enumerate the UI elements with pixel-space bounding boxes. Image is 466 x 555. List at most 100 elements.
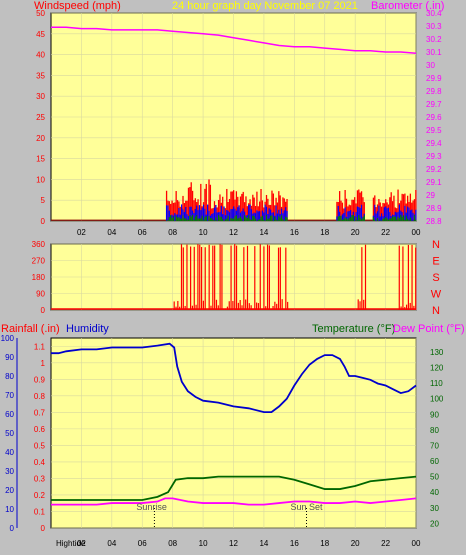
x-tick-label: 14: [259, 539, 268, 548]
x-tick-label: 00: [412, 228, 421, 237]
rainfall-tick-label: 0.2: [34, 491, 46, 500]
wind-tick-label: 10: [36, 175, 45, 184]
temperature-tick-label: 70: [430, 441, 439, 450]
rainfall-tick-label: 0.5: [34, 441, 46, 450]
wind-tick-label: 15: [36, 155, 45, 164]
humidity-tick-label: 70: [5, 391, 14, 400]
direction-tick-label: 180: [32, 273, 46, 282]
compass-label: W: [431, 289, 442, 301]
barometer-tick-label: 30.1: [426, 48, 442, 57]
x-tick-label: 12: [229, 539, 238, 548]
barometer-tick-label: 29.9: [426, 74, 442, 83]
direction-grid: [51, 243, 417, 311]
humidity-tick-label: 60: [5, 410, 14, 419]
humidity-tick-label: 30: [5, 467, 14, 476]
wind-tick-label: 50: [36, 9, 45, 18]
x-tick-label: 22: [381, 228, 390, 237]
direction-y-axis-labels: 0 90 180 270 360: [32, 240, 46, 315]
direction-tick-label: 0: [41, 306, 46, 315]
wind-barometer-panel: Windspeed (mph) 24 hour graph day Novemb…: [34, 0, 444, 237]
barometer-tick-label: 28.9: [426, 204, 442, 213]
barometer-tick-label: 29.3: [426, 152, 442, 161]
dewpoint-title: Dew Point (°F): [393, 323, 465, 335]
x-tick-label: 02: [77, 539, 86, 548]
rainfall-tick-label: 0.9: [34, 375, 46, 384]
barometer-series: [51, 26, 417, 55]
barometer-tick-label: 29.8: [426, 87, 442, 96]
barometer-tick-label: 30.2: [426, 35, 442, 44]
x-tick-label: 00: [412, 539, 421, 548]
direction-series: [51, 244, 417, 310]
direction-tick-label: 270: [32, 257, 46, 266]
rainfall-tick-label: 1: [41, 359, 46, 368]
humidity-tick-label: 20: [5, 486, 14, 495]
x-tick-label: 20: [351, 539, 360, 548]
barometer-title: Barometer (.in): [371, 0, 444, 12]
hightide-label: Hightide: [56, 539, 86, 548]
barometer-y-axis-labels: 28.8 28.9 29 29.1 29.2 29.3 29.4 29.5 29.6 29.7 29…: [426, 9, 442, 226]
barometer-tick-label: 30.3: [426, 22, 442, 31]
barometer-tick-label: 30: [426, 61, 435, 70]
barometer-tick-label: 29.2: [426, 165, 442, 174]
humidity-y-axis-labels: 0 10 20 30 40 50 60 70 80 90 100: [1, 334, 15, 533]
x-tick-label: 02: [77, 228, 86, 237]
temp-x-axis-labels: 02 04 06 08 10 12 14 16 18 20 22 00: [77, 539, 421, 548]
temp-grid: [16, 338, 417, 529]
barometer-tick-label: 30.4: [426, 9, 442, 18]
wind-tick-label: 0: [41, 217, 46, 226]
wind-y-axis-labels: 0 5 10 15 20 25 30 35 40 45 50: [36, 9, 45, 226]
barometer-tick-label: 29.4: [426, 139, 442, 148]
rainfall-tick-label: 0: [41, 524, 46, 533]
sunset-label: Sun Set: [291, 502, 324, 512]
graph-date-title: 24 hour graph day November 07 2021: [172, 0, 358, 12]
compass-label: S: [432, 272, 439, 284]
wind-grid: [51, 12, 417, 222]
wind-tick-label: 35: [36, 71, 45, 80]
barometer-tick-label: 29.5: [426, 126, 442, 135]
temperature-tick-label: 30: [430, 504, 439, 513]
humidity-tick-label: 10: [5, 505, 14, 514]
rainfall-tick-label: 0.1: [34, 507, 46, 516]
rainfall-tick-label: 0.7: [34, 408, 46, 417]
x-tick-label: 06: [138, 228, 147, 237]
rainfall-title: Rainfall (.in): [1, 323, 60, 335]
humidity-title: Humidity: [66, 323, 109, 335]
rainfall-tick-label: 1.1: [34, 342, 46, 351]
wind-tick-label: 25: [36, 113, 45, 122]
x-tick-label: 18: [320, 228, 329, 237]
compass-label: N: [432, 305, 440, 317]
wind-tick-label: 5: [41, 196, 46, 205]
humidity-tick-label: 100: [1, 334, 15, 343]
temperature-tick-label: 120: [430, 364, 444, 373]
temp-humidity-panel: Rainfall (.in) Humidity Temperature (°F)…: [1, 323, 465, 548]
rainfall-tick-label: 0.6: [34, 425, 46, 434]
x-tick-label: 10: [199, 228, 208, 237]
humidity-tick-label: 40: [5, 448, 14, 457]
temperature-tick-label: 60: [430, 457, 439, 466]
rainfall-tick-label: 0.8: [34, 392, 46, 401]
x-tick-label: 04: [107, 228, 116, 237]
temperature-tick-label: 90: [430, 410, 439, 419]
barometer-tick-label: 29: [426, 191, 435, 200]
barometer-tick-label: 29.1: [426, 178, 442, 187]
temperature-tick-label: 110: [430, 379, 443, 388]
wind-tick-label: 30: [36, 92, 45, 101]
barometer-line: [51, 26, 417, 55]
direction-tick-label: 90: [36, 290, 45, 299]
x-tick-label: 12: [229, 228, 238, 237]
compass-label: E: [432, 256, 439, 268]
x-tick-label: 18: [320, 539, 329, 548]
x-tick-label: 04: [107, 539, 116, 548]
x-tick-label: 08: [168, 228, 177, 237]
x-tick-label: 06: [138, 539, 147, 548]
humidity-line: [51, 342, 417, 414]
sunrise-label: Sunrise: [136, 502, 167, 512]
humidity-tick-label: 50: [5, 429, 14, 438]
windspeed-title: Windspeed (mph): [34, 0, 121, 12]
temperature-title: Temperature (°F): [312, 323, 395, 335]
temperature-tick-label: 80: [430, 426, 439, 435]
wind-bars: [51, 179, 417, 221]
